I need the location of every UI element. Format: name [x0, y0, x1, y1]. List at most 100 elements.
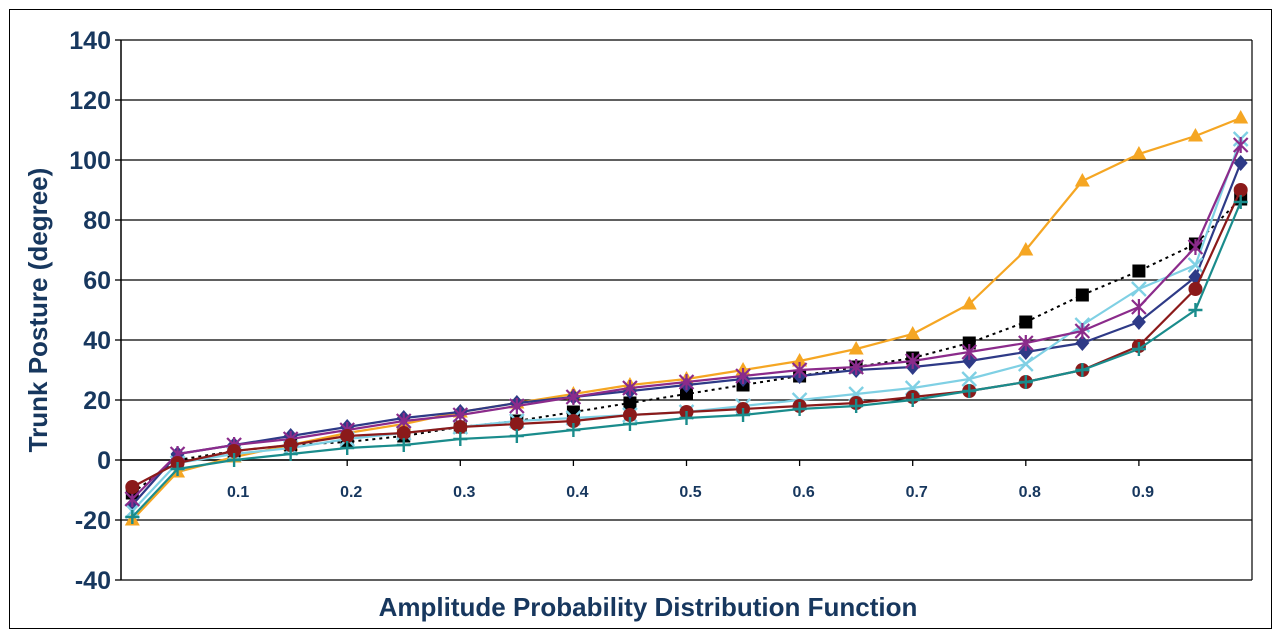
data-point — [1019, 315, 1033, 329]
data-point — [1188, 282, 1203, 296]
data-point — [735, 368, 751, 384]
y-tick-label: 0 — [97, 447, 111, 475]
data-point — [125, 510, 140, 524]
x-tick-label: 0.8 — [1019, 484, 1041, 501]
gridlines — [121, 39, 1252, 581]
data-point — [961, 371, 978, 387]
y-tick-label: 60 — [83, 267, 111, 295]
y-tick-label: 120 — [69, 87, 111, 115]
data-point — [961, 344, 978, 360]
data-point — [509, 429, 524, 443]
data-point — [792, 402, 807, 416]
data-point — [736, 408, 751, 422]
data-point — [1075, 335, 1090, 351]
data-point — [961, 296, 977, 310]
data-point — [566, 414, 581, 428]
data-point — [679, 411, 694, 425]
x-axis-label: Amplitude Probability Distribution Funct… — [379, 592, 918, 622]
series-7 — [125, 195, 1248, 524]
data-point — [1074, 173, 1090, 187]
y-tick-label: 100 — [69, 147, 111, 175]
data-point — [565, 389, 582, 405]
data-point — [1131, 146, 1147, 160]
y-tick-label: 140 — [69, 27, 111, 55]
y-tick-label: 80 — [83, 207, 111, 235]
data-point — [1232, 137, 1249, 153]
data-point — [453, 432, 468, 446]
data-point — [1075, 288, 1089, 302]
x-tick-label: 0.3 — [453, 484, 475, 501]
data-point — [905, 393, 920, 407]
axes — [115, 39, 1253, 581]
data-point — [1017, 356, 1034, 372]
data-point — [848, 359, 864, 375]
data-point — [1131, 299, 1147, 315]
data-point — [904, 353, 921, 369]
series-group — [124, 110, 1249, 526]
data-point — [1131, 314, 1146, 330]
data-point — [1132, 264, 1146, 278]
data-point — [962, 384, 977, 398]
chart-frame — [9, 9, 1272, 629]
data-point — [227, 444, 242, 458]
data-point — [227, 453, 242, 467]
x-tick-label: 0.9 — [1132, 484, 1154, 501]
data-point — [1187, 239, 1204, 255]
data-point — [848, 341, 864, 355]
data-point — [849, 399, 864, 413]
data-point — [566, 423, 581, 437]
data-point — [125, 480, 140, 494]
data-point — [1187, 128, 1203, 142]
y-tick-labels: -40 -20 0 20 40 60 80 100 120 140 — [69, 27, 111, 595]
data-point — [1018, 335, 1034, 351]
data-point — [680, 387, 693, 401]
x-tick-label: 0.1 — [227, 484, 249, 501]
data-point — [1187, 257, 1204, 273]
data-point — [1018, 242, 1034, 256]
series-line — [131, 201, 1242, 518]
data-point — [1131, 281, 1147, 297]
data-point — [622, 380, 638, 396]
data-point — [622, 417, 637, 431]
data-point — [792, 353, 808, 367]
data-point — [340, 441, 355, 455]
data-point — [1074, 323, 1091, 339]
x-tick-label: 0.7 — [906, 484, 928, 501]
data-point — [962, 336, 976, 350]
data-point — [1018, 375, 1033, 389]
data-point — [678, 374, 695, 390]
data-point — [340, 429, 355, 443]
data-point — [453, 420, 468, 434]
y-tick-label: 20 — [83, 387, 111, 415]
y-tick-label: 40 — [83, 327, 111, 355]
data-point — [1188, 303, 1203, 317]
x-tick-label: 0.5 — [679, 484, 701, 501]
x-tick-label: 0.6 — [792, 484, 814, 501]
data-point — [623, 396, 637, 410]
data-point — [1233, 183, 1248, 197]
data-point — [396, 438, 411, 452]
y-tick-label: -40 — [75, 567, 111, 595]
data-point — [1233, 195, 1248, 209]
data-point — [1131, 342, 1146, 356]
data-point — [509, 417, 524, 431]
data-point — [283, 447, 298, 461]
data-point — [791, 362, 808, 378]
data-point — [1233, 155, 1248, 171]
y-tick-label: -20 — [75, 507, 111, 535]
series-line — [131, 198, 1242, 494]
data-point — [509, 398, 525, 414]
data-point — [905, 326, 921, 340]
x-tick-labels: 0.1 0.2 0.3 0.4 0.5 0.6 0.7 0.8 0.9 — [227, 484, 1154, 501]
data-point — [1075, 363, 1090, 377]
x-tick-label: 0.4 — [566, 484, 588, 501]
data-point — [1233, 110, 1249, 124]
data-point — [170, 462, 185, 476]
data-point — [622, 408, 637, 422]
y-axis-label: Trunk Posture (degree) — [23, 168, 53, 453]
data-point — [283, 438, 298, 452]
x-tick-label: 0.2 — [340, 484, 362, 501]
data-point — [396, 426, 411, 440]
series-line — [131, 138, 1242, 512]
